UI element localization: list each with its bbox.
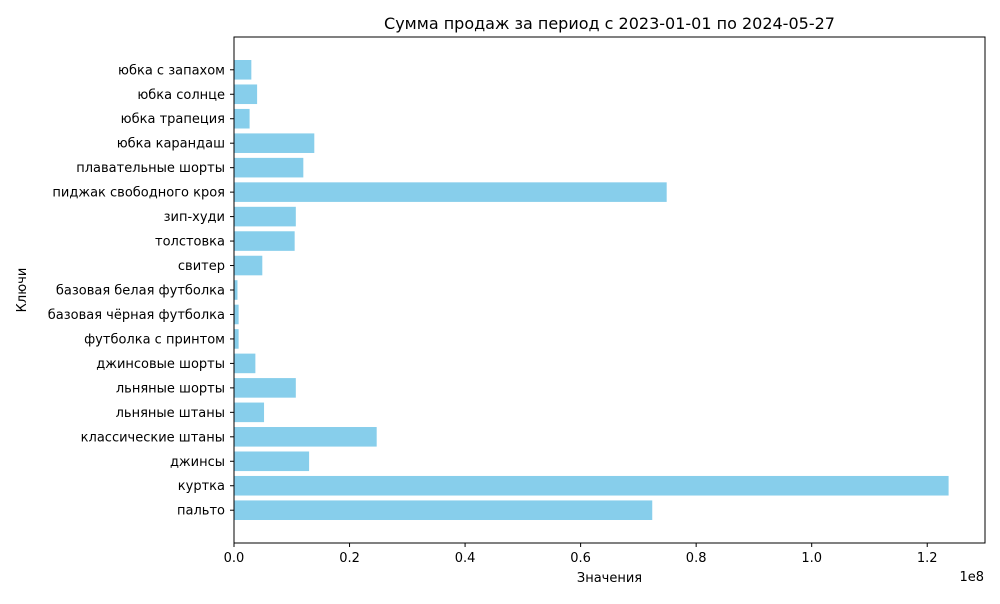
y-tick-label: льняные шорты bbox=[116, 381, 225, 396]
x-axis-ticks: 0.0 0.2 0.4 0.6 0.8 1.0 1.2 bbox=[224, 543, 938, 566]
y-tick-label: льняные штаны bbox=[116, 406, 225, 421]
y-tick-label: юбка солнце bbox=[137, 88, 225, 103]
y-tick-label: юбка карандаш bbox=[117, 137, 225, 152]
x-tick-label: 0.4 bbox=[455, 551, 476, 566]
bar-12 bbox=[234, 206, 296, 227]
y-tick-label: зип-худи bbox=[164, 210, 225, 225]
bar-15 bbox=[234, 133, 315, 153]
bar-3 bbox=[234, 427, 377, 447]
bar-13 bbox=[234, 182, 667, 202]
bars-group bbox=[234, 60, 949, 520]
y-tick-label: юбка трапеция bbox=[121, 112, 225, 127]
x-tick-label: 0.6 bbox=[570, 551, 591, 566]
x-tick-label: 1.2 bbox=[917, 551, 938, 566]
y-tick-label: куртка bbox=[178, 479, 225, 494]
y-tick-label: джинсы bbox=[170, 455, 225, 470]
y-tick-label: базовая белая футболка bbox=[56, 284, 225, 299]
bar-2 bbox=[234, 451, 310, 472]
bar-18 bbox=[234, 60, 252, 80]
y-tick-label: пиджак свободного кроя bbox=[52, 186, 225, 201]
y-tick-label: юбка с запахом bbox=[118, 63, 225, 78]
y-axis-ticks: пальто куртка джинсы классические штаны льня… bbox=[48, 63, 234, 519]
bar-5 bbox=[234, 378, 296, 398]
y-tick-label: толстовка bbox=[155, 235, 225, 250]
y-tick-label: базовая чёрная футболка bbox=[48, 308, 225, 323]
bar-9 bbox=[234, 280, 238, 300]
plot-frame bbox=[233, 36, 986, 544]
y-axis-label: Ключи bbox=[15, 268, 30, 313]
bar-16 bbox=[234, 108, 250, 129]
y-tick-label: джинсовые шорты bbox=[96, 357, 225, 372]
x-axis-label: Значения bbox=[577, 571, 642, 586]
bar-7 bbox=[234, 329, 239, 349]
bar-1 bbox=[234, 475, 949, 496]
x-tick-label: 1.0 bbox=[801, 551, 822, 566]
bar-11 bbox=[234, 231, 295, 251]
x-axis-offset-label: 1e8 bbox=[959, 570, 984, 585]
y-tick-label: классические штаны bbox=[81, 430, 225, 445]
x-tick-label: 0.2 bbox=[339, 551, 360, 566]
x-tick-label: 0.0 bbox=[224, 551, 245, 566]
bar-10 bbox=[234, 255, 263, 276]
y-tick-label: футболка с принтом bbox=[84, 332, 225, 347]
chart-title: Сумма продаж за период с 2023-01-01 по 2… bbox=[384, 14, 835, 33]
y-tick-label: свитер bbox=[178, 259, 225, 274]
bar-8 bbox=[234, 304, 239, 325]
y-tick-label: плавательные шорты bbox=[76, 161, 225, 176]
bar-17 bbox=[234, 84, 258, 105]
bar-4 bbox=[234, 402, 265, 423]
bar-6 bbox=[234, 353, 256, 374]
bar-0 bbox=[234, 500, 653, 520]
bar-14 bbox=[234, 157, 304, 178]
y-tick-label: пальто bbox=[177, 504, 225, 519]
x-tick-label: 0.8 bbox=[686, 551, 707, 566]
